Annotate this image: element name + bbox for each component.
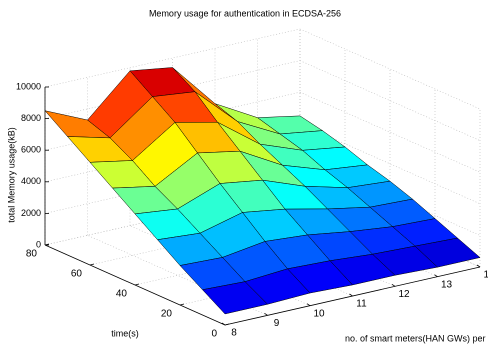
y-tick [89, 263, 95, 266]
y-tick-label: 60 [71, 269, 83, 280]
x-tick [434, 274, 438, 277]
x-axis-label: no. of smart meters(HAN GWs) per BAN [345, 333, 488, 343]
y-tick [179, 303, 185, 306]
x-tick-label: 14 [483, 270, 488, 281]
y-tick [134, 283, 140, 286]
y-tick-label: 20 [161, 309, 173, 320]
chart-title: Memory usage for authentication in ECDSA… [149, 8, 341, 18]
x-tick-label: 10 [313, 308, 325, 319]
x-tick-label: 11 [356, 299, 367, 310]
y-tick [44, 243, 50, 246]
z-tick-label: 10000 [16, 81, 41, 91]
z-tick-label: 2000 [21, 208, 41, 218]
x-tick [349, 293, 353, 297]
surface-patch [202, 281, 268, 315]
z-axis-label: total Memory usage(kB) [6, 127, 16, 223]
x-tick-label: 12 [398, 289, 410, 300]
z-tick-label: 4000 [21, 176, 41, 186]
x-tick-label: 8 [231, 328, 237, 339]
z-tick-label: 0 [36, 239, 41, 249]
z-tick-label: 8000 [21, 113, 41, 123]
x-tick [264, 313, 268, 316]
x-tick-label: 9 [274, 318, 280, 329]
z-tick-label: 6000 [21, 145, 41, 155]
x-tick [306, 303, 311, 306]
x-tick-label: 13 [441, 279, 453, 290]
y-tick-label: 0 [211, 329, 217, 340]
y-tick [224, 323, 230, 326]
y-axis-label: time(s) [111, 328, 139, 338]
x-tick [221, 322, 226, 326]
x-tick [476, 264, 481, 268]
y-tick-label: 80 [26, 249, 38, 260]
x-tick [391, 284, 396, 287]
y-tick-label: 40 [116, 289, 128, 300]
